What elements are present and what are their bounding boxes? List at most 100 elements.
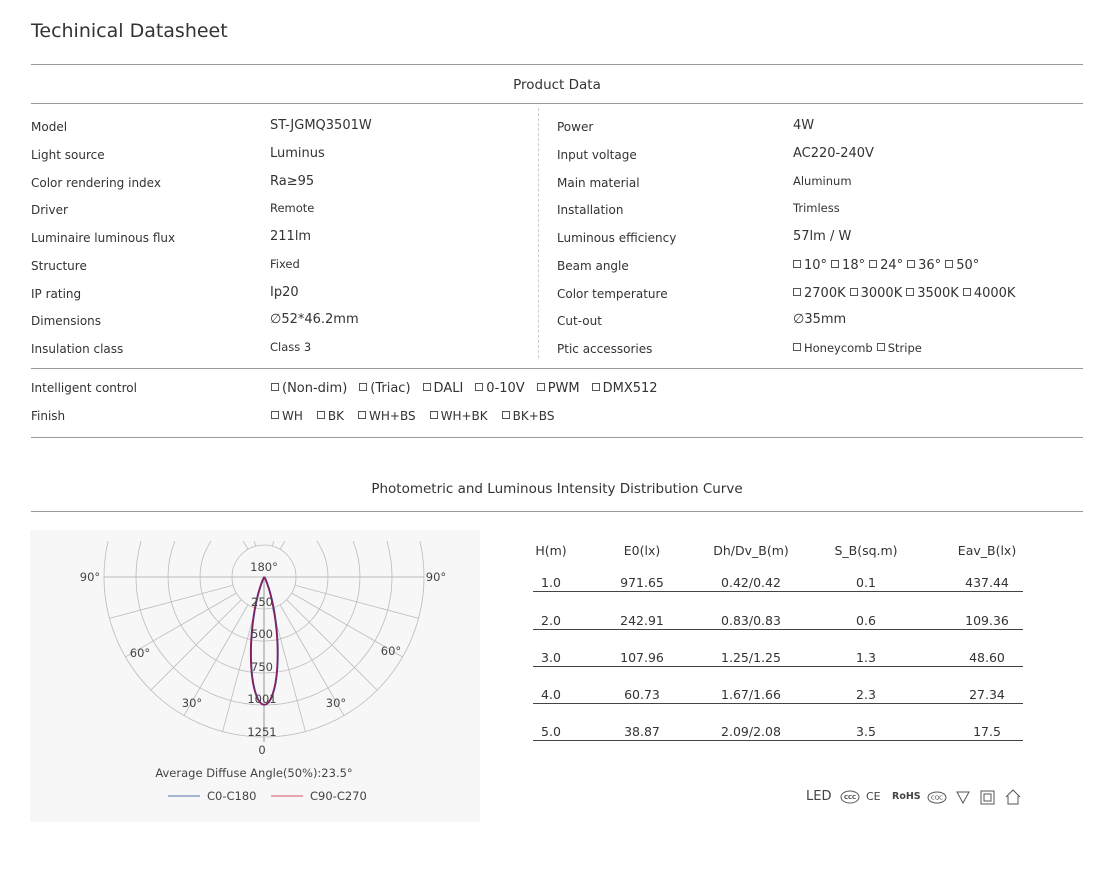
- option-checkbox[interactable]: Stripe: [876, 341, 922, 355]
- table-header: Dh/Dv_B(m): [713, 543, 789, 558]
- option-checkbox[interactable]: 3500K: [906, 286, 959, 301]
- spec-value: AC220-240V: [793, 146, 874, 161]
- grid-spoke: [294, 584, 419, 619]
- option-checkbox[interactable]: WH+BS: [358, 409, 416, 423]
- spec-label: Driver: [31, 203, 68, 217]
- option-checkbox[interactable]: DMX512: [591, 381, 658, 396]
- table-header: E0(lx): [623, 543, 661, 558]
- table-cell: 1.25/1.25: [721, 650, 781, 665]
- spec-value: Fixed: [270, 257, 300, 271]
- ccc-mark-text: CCC: [844, 795, 856, 801]
- spec-label: Dimensions: [31, 314, 102, 328]
- spec-label: Input voltage: [557, 148, 637, 162]
- checkbox-icon: [422, 383, 431, 391]
- grid-spoke: [125, 592, 237, 658]
- spec-label: Color temperature: [557, 287, 668, 301]
- table-cell: 1.3: [856, 650, 876, 665]
- grid-spoke: [291, 592, 403, 658]
- table-header: H(m): [535, 543, 567, 558]
- option-checkbox[interactable]: WH+BK: [429, 409, 488, 423]
- table-cell: 2.3: [856, 687, 876, 702]
- option-checkbox[interactable]: 10°: [793, 258, 827, 273]
- option-label: PWM: [547, 381, 580, 396]
- row-divider: [533, 591, 1023, 592]
- checkbox-icon: [793, 260, 801, 268]
- grid-spoke: [222, 607, 257, 732]
- spec-value: 4W: [793, 118, 815, 133]
- table-cell: 1.67/1.66: [721, 687, 781, 702]
- option-label: (Triac): [370, 381, 411, 396]
- option-checkbox[interactable]: DALI: [422, 381, 463, 396]
- spec-value: Trimless: [793, 201, 840, 215]
- chart-caption: Average Diffuse Angle(50%):23.5°: [155, 766, 352, 780]
- spec-label: Luminaire luminous flux: [31, 231, 176, 245]
- table-cell: 1.0: [541, 575, 561, 590]
- polar-chart: 180° 90° 90° 60° 60° 30° 30° 0 250 500 750 1001 1251…: [80, 541, 446, 803]
- option-checkbox[interactable]: WH: [271, 409, 303, 423]
- table-cell: 971.65: [620, 575, 664, 590]
- option-label: 2700K: [804, 286, 846, 301]
- led-label: LED: [806, 789, 832, 804]
- option-checkbox[interactable]: 0-10V: [475, 381, 525, 396]
- spec-value: 57lm / W: [793, 229, 852, 244]
- table-cell: 107.96: [620, 650, 664, 665]
- intelligent-control-label: Intelligent control: [31, 381, 137, 395]
- cqc-icon: CQC: [927, 791, 947, 804]
- option-checkbox[interactable]: 50°: [945, 258, 979, 273]
- option-checkbox[interactable]: BK+BS: [501, 409, 554, 423]
- angle-label: 30°: [182, 696, 202, 710]
- finish-options: WH BK WH+BS WH+BK BK+BS: [271, 409, 568, 423]
- option-checkbox[interactable]: 4000K: [962, 286, 1015, 301]
- cqc-mark-text: CQC: [931, 796, 943, 802]
- grid-spoke: [279, 541, 286, 550]
- rohs-icon: RoHS: [892, 791, 921, 802]
- spec-value: ∅52*46.2mm: [270, 312, 359, 327]
- row-divider: [533, 703, 1023, 704]
- table-cell: 0.42/0.42: [721, 575, 781, 590]
- option-checkbox[interactable]: (Non-dim): [271, 381, 347, 396]
- option-label: 0-10V: [486, 381, 525, 396]
- divider: [31, 368, 1083, 369]
- table-cell: 2.0: [541, 613, 561, 628]
- option-label: (Non-dim): [282, 381, 348, 396]
- option-label: WH+BK: [440, 409, 488, 423]
- option-checkbox[interactable]: 24°: [869, 258, 903, 273]
- ce-mark-icon: CE: [866, 790, 881, 803]
- checkbox-icon: [316, 411, 325, 419]
- option-label: BK: [327, 409, 344, 423]
- checkbox-icon: [869, 260, 878, 268]
- option-checkbox[interactable]: (Triac): [359, 381, 411, 396]
- spec-value: Aluminum: [793, 174, 852, 188]
- spec-label: Model: [31, 120, 68, 134]
- option-label: Stripe: [887, 341, 922, 355]
- grid-spoke: [271, 541, 275, 547]
- spec-value: Ip20: [270, 285, 299, 300]
- option-checkbox[interactable]: Honeycomb: [793, 341, 873, 355]
- page-title: Techinical Datasheet: [31, 20, 228, 42]
- divider: [31, 437, 1083, 438]
- option-checkbox[interactable]: 18°: [831, 258, 865, 273]
- angle-label: 90°: [426, 570, 446, 584]
- angle-label: 60°: [381, 644, 401, 658]
- indoor-use-icon: [1005, 789, 1021, 805]
- option-checkbox[interactable]: 2700K: [793, 286, 846, 301]
- option-checkbox[interactable]: BK: [316, 409, 344, 423]
- radial-tick-label: 1251: [247, 725, 276, 739]
- option-label: 3500K: [917, 286, 959, 301]
- table-cell: 0.1: [856, 575, 876, 590]
- radial-tick-label: 750: [251, 660, 273, 674]
- table-cell: 4.0: [541, 687, 561, 702]
- option-label: DMX512: [602, 381, 658, 396]
- row-divider: [533, 740, 1023, 741]
- checkbox-icon: [358, 411, 366, 419]
- checkbox-icon: [831, 260, 840, 268]
- option-checkbox[interactable]: 3000K: [849, 286, 902, 301]
- legend-label: C90-C270: [310, 789, 367, 803]
- option-label: WH+BS: [369, 409, 416, 423]
- table-cell: 109.36: [965, 613, 1009, 628]
- option-checkbox[interactable]: PWM: [536, 381, 580, 396]
- option-checkbox[interactable]: 36°: [907, 258, 941, 273]
- option-label: 10°: [804, 258, 828, 273]
- product-data-heading: Product Data: [513, 77, 601, 93]
- divider: [31, 103, 1083, 104]
